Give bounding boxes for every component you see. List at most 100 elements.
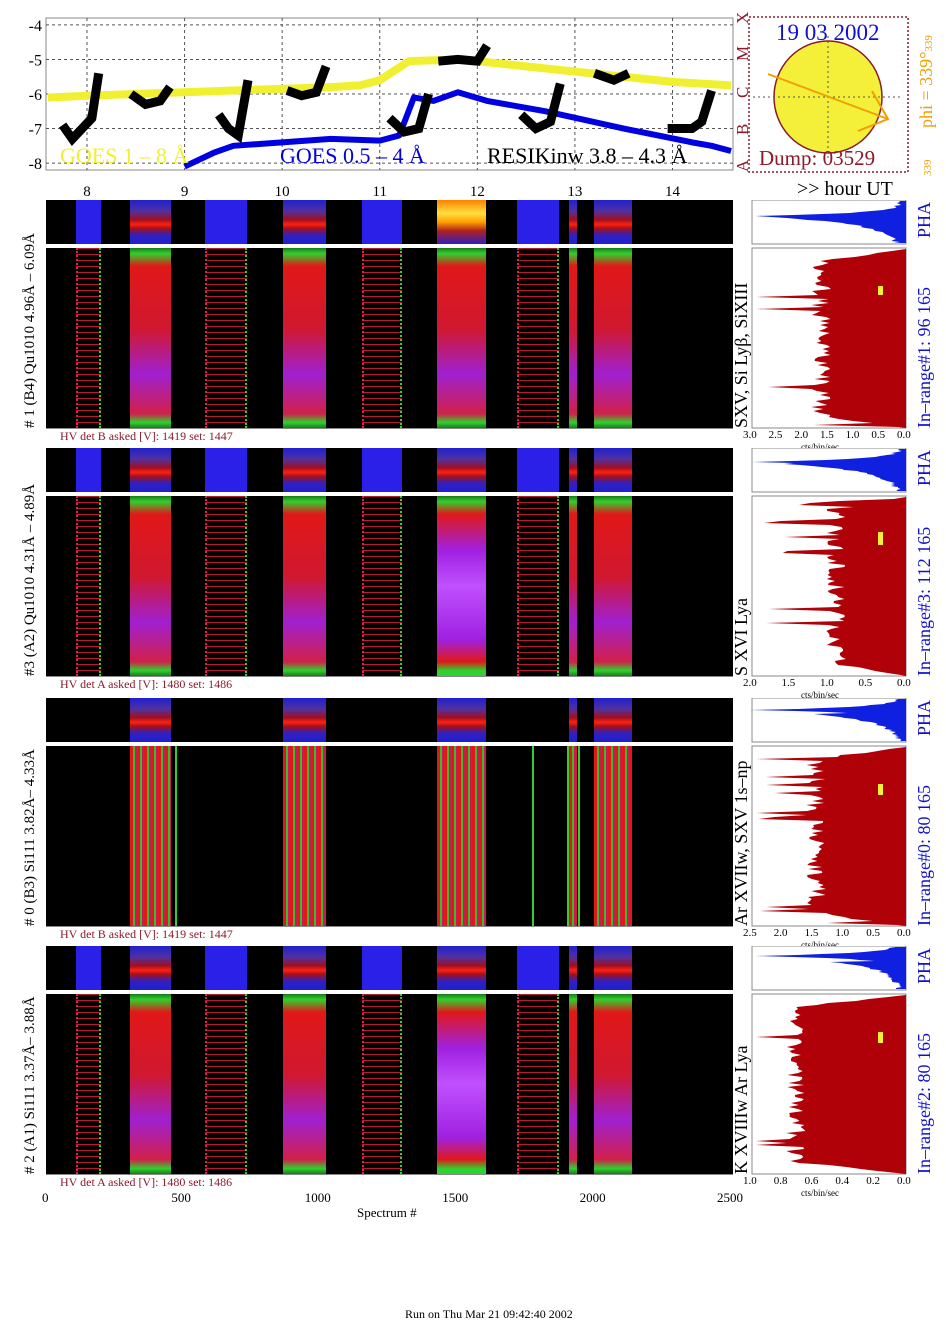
- histogram-panel: [749, 698, 907, 927]
- resik-segment: [285, 64, 331, 101]
- spectrogram-band: [362, 994, 402, 1174]
- hist-unit-label: cts/bin/sec: [801, 442, 839, 452]
- histogram-panel: [751, 200, 907, 429]
- spectrum-histogram: [763, 497, 906, 676]
- x-axis-label-hour-ut: >> hour UT: [797, 178, 893, 200]
- histogram-panel: [751, 946, 907, 1175]
- hist-tick-label: 0.0: [897, 1175, 911, 1187]
- observation-date: 19 03 2002: [776, 20, 880, 45]
- resik-legend: RESIKinw 3.8 – 4.3 Å: [487, 143, 688, 168]
- pha-label: PHA: [914, 947, 934, 984]
- spectrogram-band: [594, 746, 632, 926]
- hist-tick-label: 1.0: [835, 927, 850, 939]
- pha-band: [205, 946, 247, 990]
- resik-segment: [437, 43, 491, 66]
- hist-tick-label: 0.5: [871, 429, 886, 441]
- spectrogram-band: [130, 248, 171, 428]
- spectrogram-band: [283, 746, 326, 926]
- spectrum-tick-label: 2000: [579, 1190, 606, 1205]
- spectrogram-band: [517, 496, 559, 676]
- spectrogram-band: [362, 248, 402, 428]
- spectrogram-band: [569, 248, 577, 428]
- pha-label: PHA: [914, 201, 934, 238]
- range-marker: [878, 532, 883, 545]
- pha-band: [130, 200, 171, 244]
- range-marker: [878, 784, 883, 795]
- x-tick-label: 13: [567, 184, 582, 200]
- spectrogram-band: [283, 248, 326, 428]
- pha-band: [130, 946, 171, 990]
- hist-tick-label: 0.0: [897, 429, 911, 441]
- hist-tick-label: 1.0: [845, 429, 860, 441]
- in-range-count: In–range#3: 112 165: [914, 526, 934, 676]
- pha-histogram: [749, 699, 906, 741]
- pha-band: [437, 448, 486, 492]
- hist-unit-label: cts/bin/sec: [801, 1188, 839, 1198]
- phi-sub: 339: [923, 35, 935, 52]
- hist-tick-label: 0.2: [866, 1175, 880, 1187]
- resik-segment: [128, 84, 174, 110]
- pha-band: [437, 698, 486, 742]
- x-tick-label: 14: [665, 184, 681, 200]
- resik-segment: [518, 82, 565, 134]
- detector-label: # 1 (B4) Qu1010 4.96Å – 6.09Å: [22, 233, 38, 428]
- spectrum-axis-label: Spectrum #: [357, 1205, 417, 1220]
- pha-histogram: [755, 947, 906, 989]
- pha-strip: [46, 200, 733, 244]
- y-tick-label: -8: [29, 156, 42, 173]
- hist-tick-label: 2.0: [794, 429, 809, 441]
- line-ids: SXV, Si Lyβ, SiXIII: [731, 282, 751, 428]
- pha-band: [76, 448, 101, 492]
- pha-band: [569, 448, 577, 492]
- hist-tick-label: 1.5: [781, 677, 796, 689]
- spectrum-tick-label: 500: [171, 1190, 191, 1205]
- pha-band: [594, 698, 632, 742]
- phi-bottom: 339: [922, 159, 934, 177]
- spectrogram-band: [594, 496, 632, 676]
- hist-tick-label: 0.6: [804, 1175, 819, 1187]
- spectrogram-band: [569, 746, 577, 926]
- hist-tick-label: 1.0: [743, 1175, 757, 1187]
- pha-band: [437, 200, 486, 244]
- resik-segment: [386, 92, 433, 137]
- in-range-count: In–range#1: 96 165: [914, 287, 934, 428]
- spectrogram: [46, 496, 733, 677]
- resik-segment: [592, 69, 631, 86]
- in-range-count: In–range#0: 80 165: [914, 785, 934, 926]
- spectrogram-band: [594, 994, 632, 1174]
- spectrogram-band: [517, 994, 559, 1174]
- hist-tick-label: 2.0: [743, 677, 757, 689]
- pha-band: [283, 200, 326, 244]
- pha-band: [283, 946, 326, 990]
- spectrogram-band: [437, 746, 486, 926]
- spectrogram: [46, 994, 733, 1175]
- pha-label: PHA: [914, 699, 934, 736]
- spectrum-tick-label: 0: [42, 1190, 49, 1205]
- hist-tick-label: 2.0: [773, 927, 788, 939]
- spectrum-histogram: [756, 249, 906, 428]
- pha-strip: [46, 946, 733, 990]
- spectrogram-band: [76, 248, 101, 428]
- pha-band: [76, 946, 101, 990]
- resik-segment: [667, 89, 716, 134]
- pha-label: PHA: [914, 449, 934, 486]
- hv-status: HV det B asked [V]: 1419 set: 1447: [60, 429, 233, 443]
- spectral-line-trace: [578, 746, 580, 926]
- hist-tick-label: 0.5: [866, 927, 880, 939]
- pha-histogram: [752, 449, 906, 491]
- hist-tick-label: 1.5: [804, 927, 819, 939]
- pha-band: [594, 448, 632, 492]
- pha-band: [517, 946, 559, 990]
- pha-band: [283, 448, 326, 492]
- spectrum-tick-label: 1000: [304, 1190, 331, 1205]
- spectrogram-band: [362, 496, 402, 676]
- pha-band: [569, 200, 577, 244]
- line-ids: Ar XVIIw, SXV 1s–np: [731, 760, 751, 927]
- hist-tick-label: 3.0: [743, 429, 757, 441]
- spectrum-histogram: [756, 995, 906, 1174]
- spectrum-histogram: [756, 747, 906, 926]
- spectrogram: [46, 248, 733, 429]
- phi-arrow: [767, 73, 889, 120]
- dump-number: Dump: 03529: [759, 146, 876, 170]
